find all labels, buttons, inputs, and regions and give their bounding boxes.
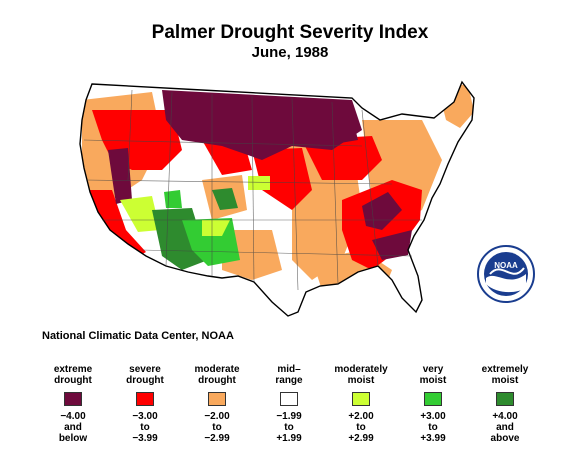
legend-range-line: −2.99 — [204, 433, 230, 444]
legend-label-line2: drought — [54, 375, 92, 386]
legend-range-line: +3.00 — [420, 411, 446, 422]
legend-range-line: and — [64, 422, 82, 433]
legend-label-line1: extremely — [481, 364, 529, 375]
legend-label-line2: range — [275, 375, 303, 386]
legend-swatch — [136, 392, 154, 406]
legend-range: −4.00 and below — [40, 411, 106, 444]
legend-label-line1: moderate — [194, 364, 240, 375]
legend-label: very moist — [400, 362, 466, 386]
legend-swatch — [496, 392, 514, 406]
legend-range-line: +4.00 — [492, 411, 518, 422]
legend-swatch — [64, 392, 82, 406]
legend-item: moderately moist +2.00 to +2.99 — [328, 362, 394, 444]
legend-label-line2: drought — [126, 375, 164, 386]
legend-range-line: −3.99 — [132, 433, 158, 444]
legend-label-line2: moist — [419, 375, 447, 386]
legend-label: mid– range — [256, 362, 322, 386]
legend-item: mid– range −1.99 to +1.99 — [256, 362, 322, 444]
legend-label: extreme drought — [40, 362, 106, 386]
legend-item: moderate drought −2.00 to −2.99 — [184, 362, 250, 444]
noaa-logo: NOAA — [477, 245, 535, 303]
legend-range-line: −1.99 — [276, 411, 302, 422]
noaa-logo-text: NOAA — [494, 261, 518, 270]
legend-range-line: +2.99 — [348, 433, 374, 444]
legend-range-line: to — [428, 422, 438, 433]
legend-label-line1: severe — [129, 364, 161, 375]
legend-range-line: and — [496, 422, 514, 433]
map-subtitle: June, 1988 — [251, 44, 329, 61]
legend-label-line1: moderately — [334, 364, 388, 375]
legend-label-line2: moist — [347, 375, 375, 386]
legend-range-line: −2.00 — [204, 411, 230, 422]
legend-range-line: to — [140, 422, 150, 433]
legend-item: very moist +3.00 to +3.99 — [400, 362, 466, 444]
legend-range: −1.99 to +1.99 — [256, 411, 322, 444]
legend-range-line: +1.99 — [276, 433, 302, 444]
legend-range: +2.00 to +2.99 — [328, 411, 394, 444]
legend-range-line: +3.99 — [420, 433, 446, 444]
legend-range: −3.00 to −3.99 — [112, 411, 178, 444]
legend-label-line1: very — [422, 364, 444, 375]
legend-swatch — [280, 392, 298, 406]
legend-range-line: above — [490, 433, 520, 444]
legend-label: severe drought — [112, 362, 178, 386]
legend-item: extreme drought −4.00 and below — [40, 362, 106, 444]
legend: extreme drought −4.00 and below severe drought… — [40, 362, 540, 444]
legend-label-line1: extreme — [53, 364, 93, 375]
map-title: Palmer Drought Severity Index — [151, 22, 429, 43]
legend-range-line: below — [58, 433, 88, 444]
legend-item: severe drought −3.00 to −3.99 — [112, 362, 178, 444]
legend-range-line: +2.00 — [348, 411, 374, 422]
legend-swatch — [424, 392, 442, 406]
legend-range: +4.00 and above — [472, 411, 538, 444]
legend-item: extremely moist +4.00 and above — [472, 362, 538, 444]
legend-label: extremely moist — [472, 362, 538, 386]
legend-swatch — [352, 392, 370, 406]
legend-label-line2: drought — [198, 375, 236, 386]
us-drought-map — [79, 80, 475, 317]
legend-label-line2: moist — [491, 375, 519, 386]
legend-range-line: −4.00 — [60, 411, 86, 422]
legend-label-line1: mid– — [277, 364, 301, 375]
legend-range-line: to — [212, 422, 222, 433]
legend-range-line: to — [284, 422, 294, 433]
legend-label: moderate drought — [184, 362, 250, 386]
legend-range-line: −3.00 — [132, 411, 158, 422]
legend-range: −2.00 to −2.99 — [184, 411, 250, 444]
legend-swatch — [208, 392, 226, 406]
legend-label: moderately moist — [328, 362, 394, 386]
legend-range: +3.00 to +3.99 — [400, 411, 466, 444]
data-source-credit: National Climatic Data Center, NOAA — [42, 330, 234, 342]
legend-range-line: to — [356, 422, 366, 433]
